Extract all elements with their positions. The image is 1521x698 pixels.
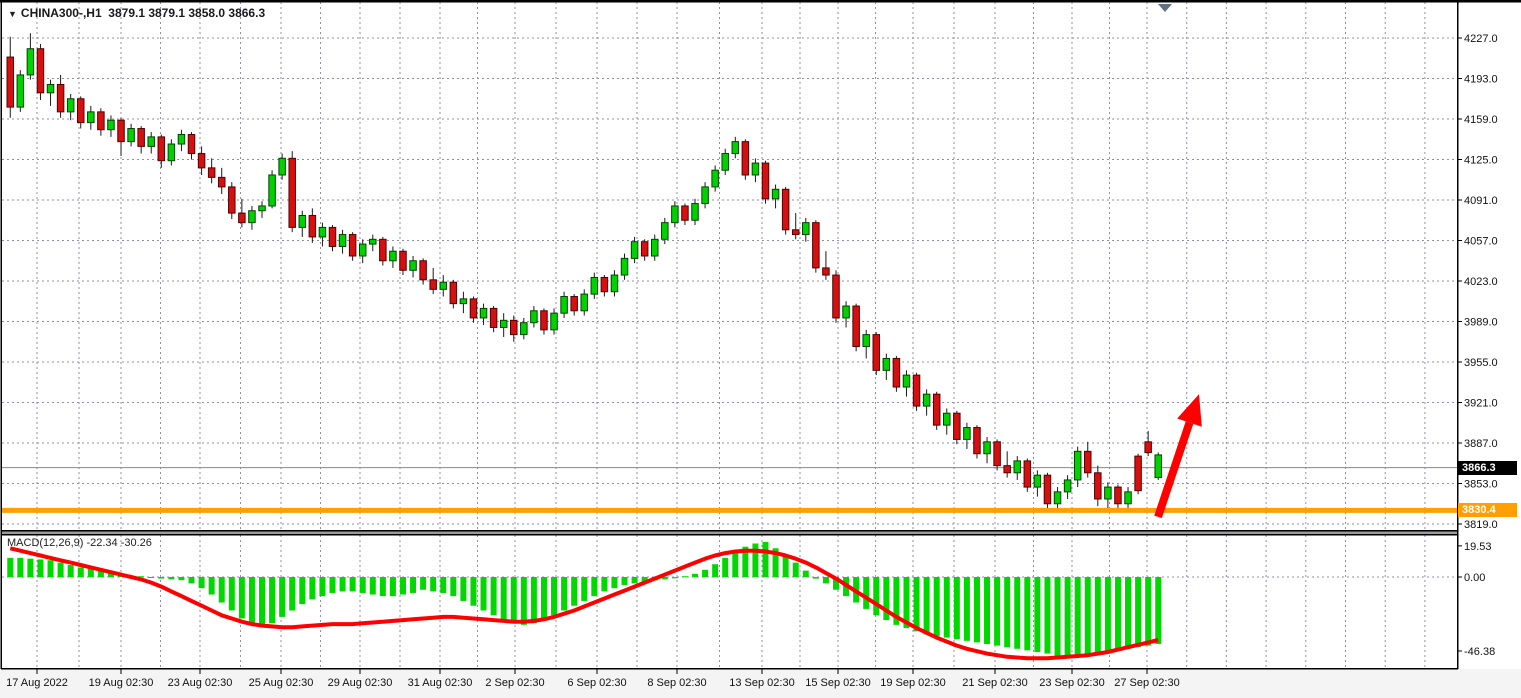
panel-resize-handle[interactable] [1, 531, 1458, 535]
price-tick-label: 4023.0 [1464, 276, 1498, 288]
price-tick-label: 3819.0 [1464, 519, 1498, 531]
macd-tick-label: 0.00 [1464, 572, 1485, 584]
axis-ticks [36, 37, 1462, 674]
time-tick-label: 19 Aug 02:30 [89, 677, 154, 689]
trend-arrow-shaft[interactable] [1154, 421, 1194, 519]
time-tick-label: 23 Aug 02:30 [168, 677, 233, 689]
time-tick-label: 19 Sep 02:30 [880, 677, 945, 689]
time-tick-label: 13 Sep 02:30 [729, 677, 794, 689]
trend-arrow-head[interactable] [1177, 394, 1202, 427]
time-axis-strip [0, 669, 1521, 698]
candles [6, 33, 1162, 511]
price-tick-label: 3853.0 [1464, 479, 1498, 491]
price-tick-label: 4193.0 [1464, 74, 1498, 86]
price-tick-label: 4091.0 [1464, 195, 1498, 207]
price-tick-label: 3989.0 [1464, 317, 1498, 329]
price-tick-label: 4159.0 [1464, 114, 1498, 126]
ohlc-readout: 3879.1 3879.1 3858.0 3866.3 [108, 6, 266, 20]
orange-level-price-tag: 3830.4 [1458, 503, 1517, 518]
time-tick-label: 8 Sep 02:30 [647, 677, 706, 689]
price-tick-label: 4125.0 [1464, 155, 1498, 167]
panel-borders [0, 0, 1521, 670]
time-tick-label: 29 Aug 02:30 [328, 677, 393, 689]
price-tick-label: 4227.0 [1464, 33, 1498, 45]
time-tick-label: 6 Sep 02:30 [567, 677, 626, 689]
symbol-dropdown-icon[interactable]: ▼ [8, 9, 17, 19]
macd-tick-label: 19.53 [1464, 541, 1492, 553]
macd-signal-line [9, 546, 1159, 661]
macd-histogram [7, 541, 1162, 659]
macd-tick-label: -46.38 [1464, 646, 1495, 658]
time-tick-label: 31 Aug 02:30 [408, 677, 473, 689]
time-tick-label: 15 Sep 02:30 [805, 677, 870, 689]
price-tick-label: 3887.0 [1464, 438, 1498, 450]
current-price-tag: 3866.3 [1458, 460, 1517, 475]
symbol-period-label: CHINA300-,H1 [20, 6, 102, 20]
time-tick-label: 27 Sep 02:30 [1114, 677, 1179, 689]
price-tick-label: 3921.0 [1464, 398, 1498, 410]
time-tick-label: 17 Aug 2022 [6, 677, 68, 689]
chart-title: ▼ CHINA300-,H1 3879.1 3879.1 3858.0 3866.… [8, 6, 265, 20]
macd-indicator-label: MACD(12,26,9) -22.34 -30.26 [7, 537, 152, 549]
time-tick-label: 25 Aug 02:30 [249, 677, 314, 689]
time-tick-label: 21 Sep 02:30 [962, 677, 1027, 689]
price-tick-label: 4057.0 [1464, 236, 1498, 248]
grid [2, 2, 1457, 668]
time-tick-label: 23 Sep 02:30 [1039, 677, 1104, 689]
time-tick-label: 2 Sep 02:30 [485, 677, 544, 689]
price-tick-label: 3955.0 [1464, 357, 1498, 369]
chart-shift-marker-icon[interactable] [1158, 4, 1172, 12]
